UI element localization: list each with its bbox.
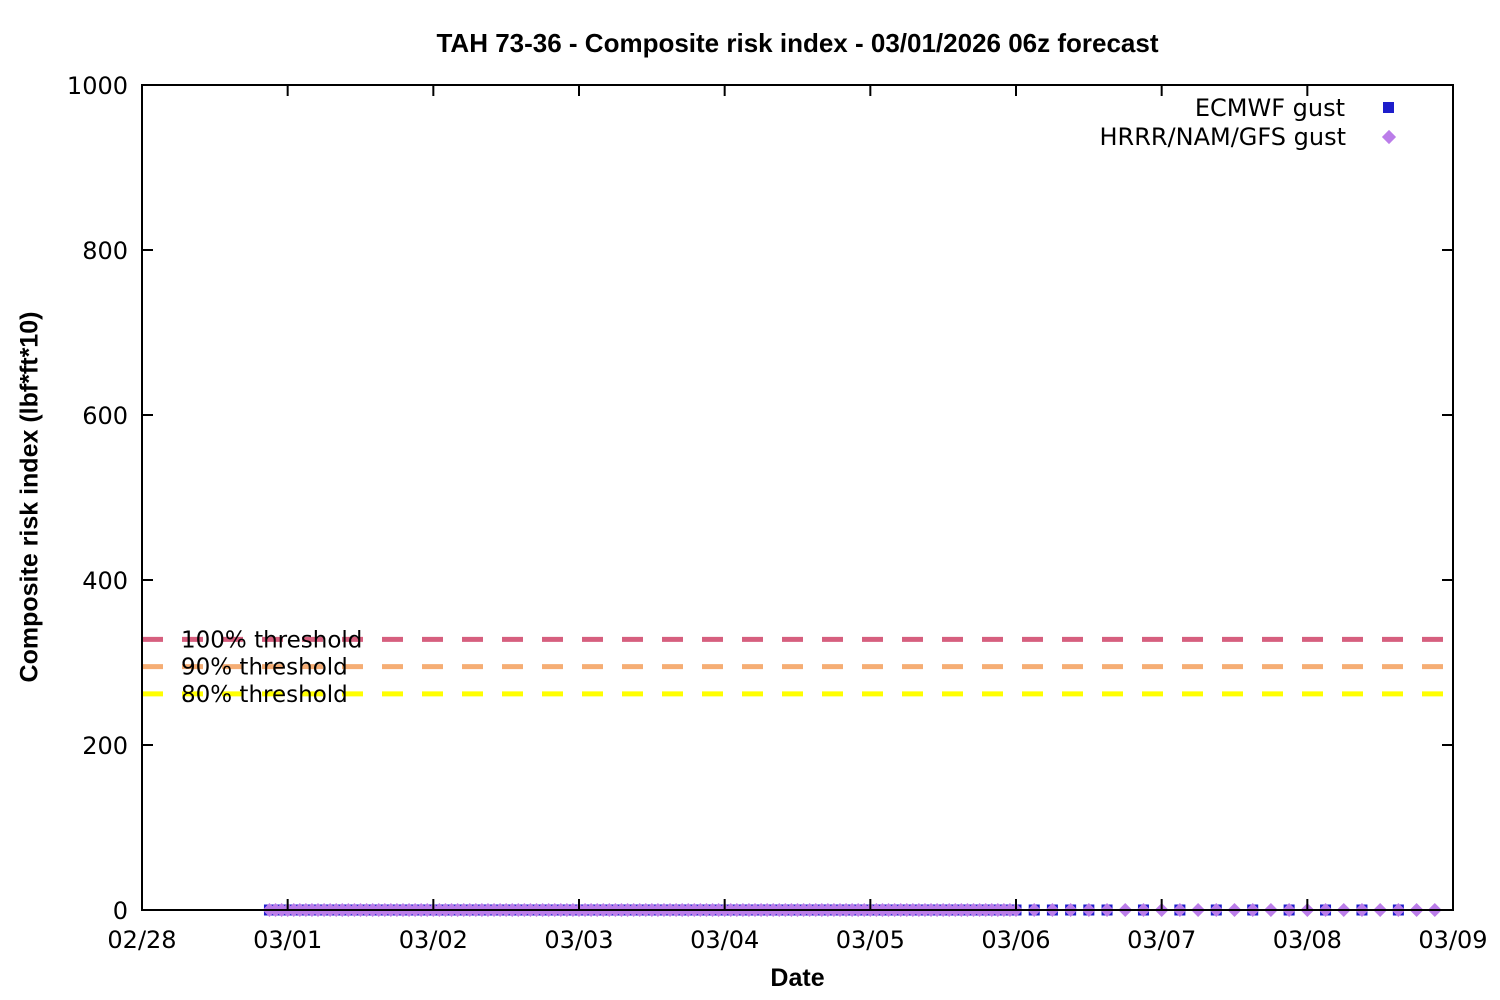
chart-title: TAH 73-36 - Composite risk index - 03/01… — [436, 28, 1159, 58]
y-tick-label: 600 — [82, 402, 128, 430]
threshold-label-90: 90% threshold — [181, 655, 348, 681]
y-tick-label: 800 — [82, 237, 128, 265]
x-tick-label: 03/08 — [1273, 926, 1342, 954]
x-tick-label: 03/01 — [253, 926, 322, 954]
x-tick-label: 03/09 — [1418, 926, 1487, 954]
legend-marker-square-icon — [1383, 102, 1394, 113]
legend-marker-diamond-icon — [1381, 129, 1397, 144]
legend-row: HRRR/NAM/GFS gust — [1099, 122, 1397, 151]
legend-label: ECMWF gust — [1194, 93, 1345, 122]
y-tick-label: 200 — [82, 732, 128, 760]
legend-row: ECMWF gust — [1099, 93, 1394, 122]
x-tick-label: 03/05 — [836, 926, 905, 954]
x-tick-label: 03/04 — [690, 926, 759, 954]
x-tick-label: 03/02 — [399, 926, 468, 954]
legend-label: HRRR/NAM/GFS gust — [1099, 122, 1346, 151]
x-tick-label: 03/07 — [1127, 926, 1196, 954]
x-tick-label: 03/06 — [981, 926, 1050, 954]
threshold-label-80: 80% threshold — [181, 682, 348, 708]
threshold-label-100: 100% threshold — [181, 627, 362, 653]
legend: ECMWF gust HRRR/NAM/GFS gust — [1099, 93, 1397, 151]
plot-border — [141, 84, 1454, 911]
y-tick-label: 0 — [113, 897, 128, 925]
y-tick-label: 400 — [82, 567, 128, 595]
x-tick-label: 02/28 — [107, 926, 176, 954]
y-tick-label: 1000 — [67, 72, 128, 100]
x-tick-label: 03/03 — [544, 926, 613, 954]
x-axis-label: Date — [770, 964, 825, 992]
